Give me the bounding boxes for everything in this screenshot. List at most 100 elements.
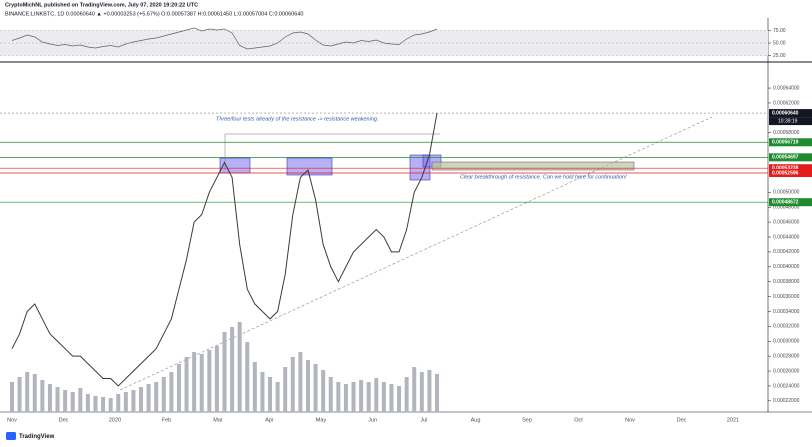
- y-tick-label: 0.00046000: [773, 219, 800, 225]
- y-tick-label: 0.00058000: [773, 130, 800, 136]
- volume-bar: [146, 384, 151, 412]
- y-tick-label: 75.00: [773, 28, 786, 34]
- price-tag-label: 0.00053238: [772, 166, 799, 172]
- header-line2: BINANCE:LINKBTC, 1D 0.00060640 ▲ +0.0000…: [5, 11, 303, 17]
- y-tick-label: 0.00044000: [773, 234, 800, 240]
- price-tag-label: 0.00054697: [772, 155, 799, 161]
- volume-bar: [108, 398, 113, 412]
- x-tick-label: Sep: [522, 417, 532, 423]
- x-tick-label: 2020: [109, 417, 121, 423]
- volume-bar: [359, 380, 364, 412]
- y-tick-label: 0.00024000: [773, 383, 800, 389]
- price-tag-label: 0.00052596: [772, 170, 799, 176]
- volume-bar: [63, 390, 68, 412]
- volume-bar: [230, 327, 235, 412]
- volume-bar: [328, 377, 333, 412]
- y-tick-label: 50.00: [773, 40, 786, 46]
- volume-bar: [139, 387, 144, 412]
- logo-icon: [6, 432, 16, 440]
- y-tick-label: 0.00034000: [773, 309, 800, 315]
- y-tick-label: 0.00030000: [773, 339, 800, 345]
- x-tick-label: Jun: [368, 417, 377, 423]
- x-tick-label: May: [316, 417, 327, 423]
- x-tick-label: Aug: [471, 417, 481, 423]
- price-tag-label: 0.00056719: [772, 140, 799, 146]
- volume-bar: [381, 382, 386, 412]
- y-tick-label: 0.00042000: [773, 249, 800, 255]
- footer-bar: [0, 428, 812, 447]
- volume-bar: [154, 382, 159, 412]
- y-tick-label: 0.00036000: [773, 294, 800, 300]
- y-tick-label: 0.00040000: [773, 264, 800, 270]
- volume-bar: [389, 384, 394, 412]
- x-tick-label: Apr: [265, 417, 274, 423]
- y-tick-label: 0.00038000: [773, 279, 800, 285]
- annotation: Three/four tests already of the resistan…: [216, 116, 379, 122]
- volume-bar: [199, 354, 204, 412]
- volume-bar: [10, 382, 14, 412]
- volume-bar: [85, 394, 90, 412]
- price-line-series: [11, 112, 438, 387]
- volume-bar: [47, 384, 52, 412]
- countdown-tag: [769, 117, 812, 126]
- drawing-line: [224, 133, 440, 170]
- volume-bar: [214, 346, 219, 412]
- y-tick-label: 25.00: [773, 53, 786, 59]
- resistance-box: [286, 157, 333, 176]
- y-tick-label: 0.00062000: [773, 100, 800, 106]
- volume-bar: [78, 388, 83, 412]
- x-tick-label: Mar: [213, 417, 223, 423]
- volume-bar: [245, 342, 250, 412]
- volume-bar: [123, 392, 128, 412]
- volume-bar: [176, 364, 181, 412]
- trend-line: [119, 116, 713, 391]
- volume-bar: [283, 367, 288, 412]
- volume-bar: [55, 387, 60, 412]
- price-tag: [769, 153, 812, 162]
- resistance-box: [219, 157, 251, 174]
- volume-bar: [275, 382, 280, 412]
- volume-bar: [305, 360, 310, 412]
- x-tick-label: Nov: [625, 417, 635, 423]
- volume-bar: [222, 332, 227, 412]
- volume-bar: [427, 370, 432, 412]
- volume-bar: [419, 372, 424, 412]
- price-tag-label: 0.00060640: [772, 110, 799, 116]
- volume-bar: [25, 372, 30, 412]
- x-tick-label: 2021: [727, 417, 739, 423]
- volume-bar: [374, 378, 379, 412]
- volume-bar: [116, 394, 121, 412]
- volume-bar: [93, 396, 98, 412]
- volume-bar: [435, 374, 439, 412]
- price-tag: [769, 164, 812, 173]
- volume-bar: [351, 382, 356, 412]
- y-tick-label: 0.00028000: [773, 353, 800, 359]
- volume-bar: [404, 377, 409, 412]
- y-tick-label: 0.00022000: [773, 398, 800, 404]
- x-tick-label: Jul: [420, 417, 427, 423]
- volume-bar: [161, 377, 166, 412]
- volume-bar: [290, 357, 295, 412]
- y-tick-label: 0.00032000: [773, 324, 800, 330]
- x-tick-label: Dec: [677, 417, 687, 423]
- x-tick-label: Feb: [162, 417, 171, 423]
- price-tag: [769, 198, 812, 207]
- volume-bar: [101, 397, 106, 412]
- volume-bar: [192, 352, 197, 412]
- volume-bar: [17, 377, 22, 412]
- annotation: Clear breakthrough of resistance. Can we…: [460, 174, 627, 180]
- volume-bar: [169, 372, 174, 412]
- price-tag: [769, 138, 812, 147]
- volume-bar: [40, 380, 45, 412]
- volume-bar: [252, 362, 257, 412]
- volume-bar: [70, 392, 75, 412]
- volume-bar: [366, 382, 371, 412]
- price-tag-label: 0.00048672: [772, 200, 799, 206]
- volume-bar: [268, 377, 273, 412]
- countdown: 10:39:19: [778, 118, 798, 124]
- x-tick-label: Dec: [59, 417, 69, 423]
- x-tick-label: Oct: [574, 417, 583, 423]
- volume-bar: [412, 367, 417, 412]
